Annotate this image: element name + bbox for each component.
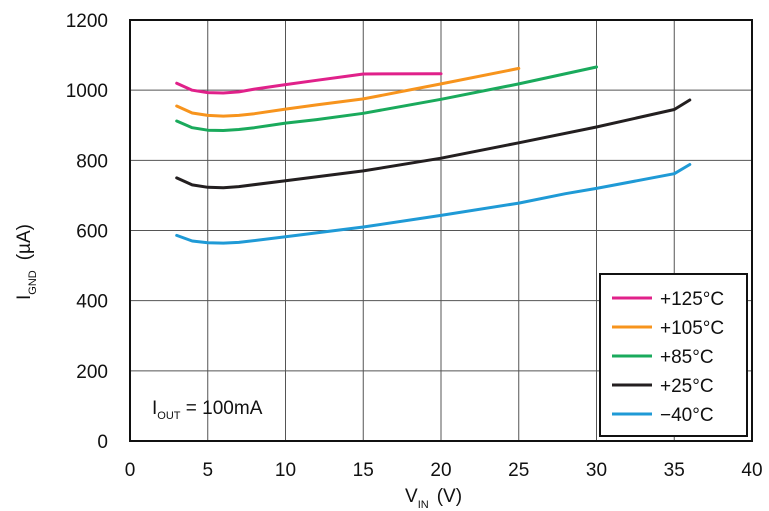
y-tick-label: 400 [76,292,108,313]
y-tick-label: 1200 [66,11,108,32]
x-tick-labels: 0 5 10 15 20 25 30 35 40 [125,460,763,481]
y-tick-label: 600 [76,222,108,243]
iout-annotation: IOUT = 100mA [152,398,263,422]
x-tick-label: 10 [275,460,296,481]
y-axis-title: IGND(µA) [14,224,39,300]
legend: +125°C +105°C +85°C +25°C −40°C [599,273,748,437]
legend-label: +85°C [660,347,714,368]
legend-label: +105°C [660,318,724,339]
series-line [175,163,692,245]
x-tick-label: 25 [508,460,529,481]
x-tick-label: 40 [741,460,762,481]
y-tick-label: 0 [97,432,108,453]
gridlines [130,20,752,441]
x-tick-label: 5 [202,460,213,481]
x-tick-label: 15 [353,460,374,481]
x-tick-label: 20 [430,460,451,481]
x-tick-label: 30 [586,460,607,481]
series-lines [175,65,692,245]
series-line [175,98,692,190]
x-axis-title: VIN (V) [405,486,462,511]
series-line [175,65,598,132]
x-tick-label: 35 [664,460,685,481]
y-tick-label: 1000 [66,81,108,102]
series-line [175,66,521,118]
legend-label: +25°C [660,376,714,397]
y-tick-label: 200 [76,362,108,383]
legend-label: +125°C [660,289,724,310]
y-tick-label: 800 [76,151,108,172]
y-tick-labels: 0 200 400 600 800 1000 1200 [66,11,108,453]
plot-frame [129,19,753,442]
legend-label: −40°C [660,405,714,426]
series-line [175,72,443,95]
x-tick-label: 0 [125,460,136,481]
